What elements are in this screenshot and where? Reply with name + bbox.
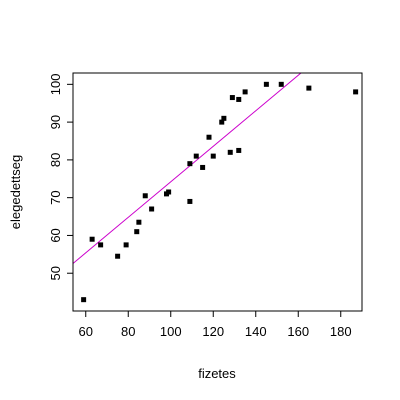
y-tick-label: 50 <box>48 266 63 280</box>
data-point <box>263 81 269 87</box>
x-tick-label: 160 <box>287 324 309 339</box>
y-tick-label: 70 <box>48 190 63 204</box>
data-point <box>89 236 95 242</box>
data-point <box>210 153 216 159</box>
y-tick-label: 90 <box>48 115 63 129</box>
regression-line <box>73 73 302 265</box>
data-point <box>278 81 284 87</box>
data-point <box>200 164 206 170</box>
regression-layer <box>73 73 302 265</box>
x-tick-label: 80 <box>121 324 135 339</box>
data-point <box>306 85 312 91</box>
x-tick-label: 60 <box>79 324 93 339</box>
x-tick-label: 120 <box>202 324 224 339</box>
plot-frame <box>72 72 363 312</box>
data-point <box>136 219 142 225</box>
data-point <box>229 95 235 101</box>
data-point <box>115 253 121 259</box>
data-point <box>187 161 193 167</box>
data-point <box>98 242 104 248</box>
data-point <box>236 147 242 153</box>
x-axis: 60 80 100 120 140 160 180 <box>79 311 352 339</box>
y-tick-label: 100 <box>48 73 63 95</box>
data-point <box>206 134 212 140</box>
y-axis: 50 60 70 80 90 100 <box>48 73 73 280</box>
data-point <box>236 96 242 102</box>
data-point <box>187 198 193 204</box>
data-point <box>142 193 148 199</box>
x-tick-label: 100 <box>160 324 182 339</box>
x-tick-label: 180 <box>330 324 352 339</box>
data-point <box>149 206 155 212</box>
data-point <box>242 89 248 95</box>
points-layer <box>81 81 359 303</box>
data-point <box>227 149 233 155</box>
data-point <box>193 153 199 159</box>
data-point <box>166 189 172 195</box>
data-point <box>353 89 359 95</box>
data-point <box>219 119 225 125</box>
data-point <box>81 297 87 303</box>
y-axis-title: elegedettseg <box>8 155 23 229</box>
x-axis-title: fizetes <box>198 366 236 381</box>
data-point <box>134 229 140 235</box>
y-tick-label: 80 <box>48 153 63 167</box>
data-point <box>123 242 129 248</box>
y-tick-label: 60 <box>48 228 63 242</box>
x-tick-label: 140 <box>245 324 267 339</box>
data-point <box>221 115 227 121</box>
